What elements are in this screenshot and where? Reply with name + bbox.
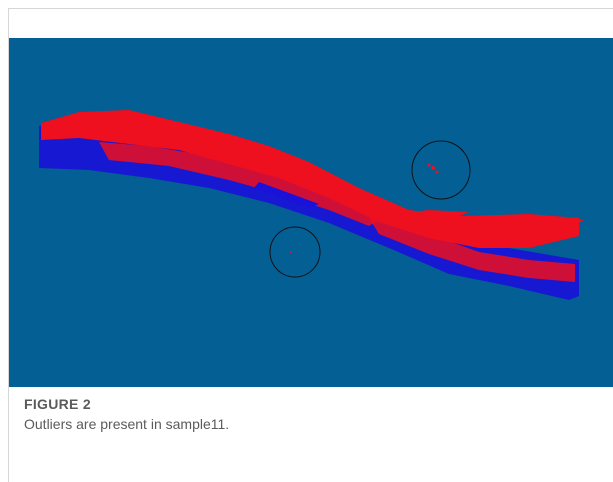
point-cloud-image: [9, 38, 613, 387]
figure-label: FIGURE 2: [24, 396, 91, 412]
figure-caption: Outliers are present in sample11.: [24, 416, 229, 432]
page: {"figure": {"label": "FIGURE 2", "captio…: [0, 0, 613, 481]
